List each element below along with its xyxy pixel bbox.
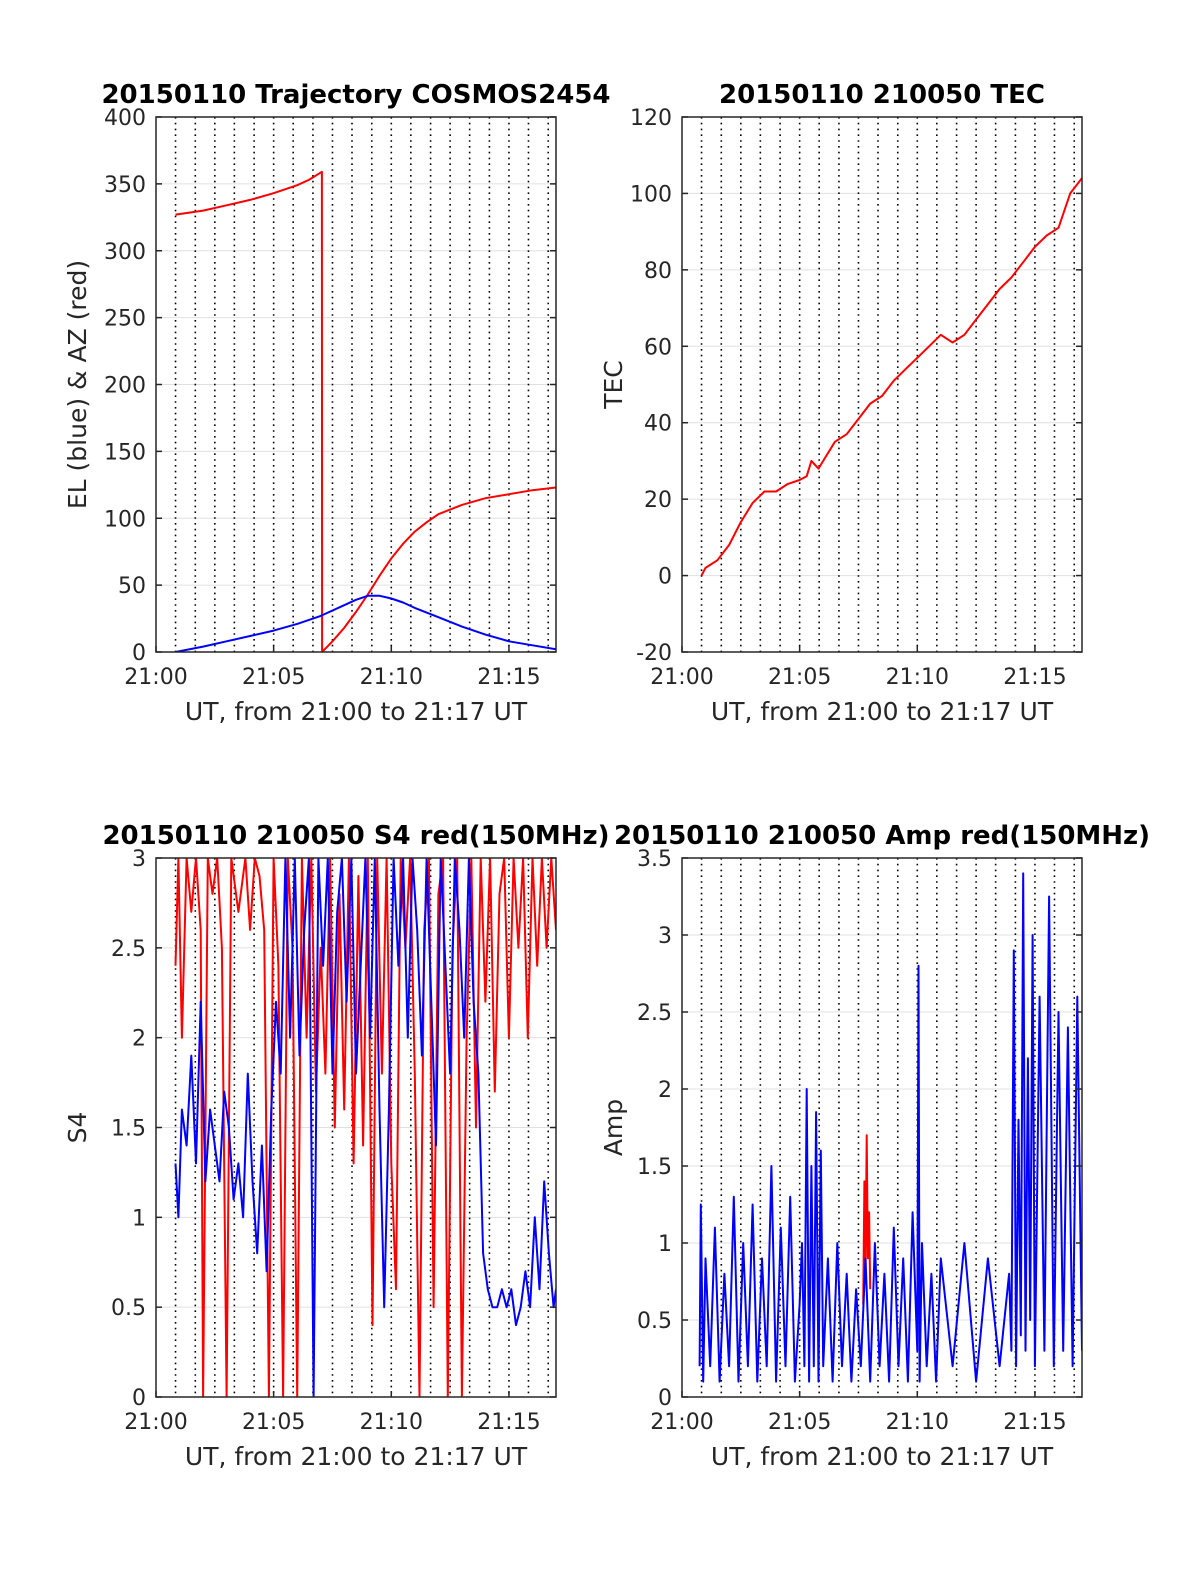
chart-s4: 0 0.5 1 1.5 2 2.5 3 21:00 21:05 21:10 21:15 2015011… bbox=[63, 821, 610, 1471]
y-tick-label: 0 bbox=[658, 565, 672, 590]
x-tick-label: 21:00 bbox=[124, 1410, 187, 1435]
y-tick-label: 0.5 bbox=[111, 1296, 146, 1321]
x-tick-label: 21:05 bbox=[242, 665, 305, 690]
chart-title: 20150110 210050 Amp red(150MHz) bbox=[614, 821, 1150, 851]
y-tick-label: 60 bbox=[644, 335, 672, 360]
x-tick-label: 21:00 bbox=[124, 665, 187, 690]
y-axis-label: Amp bbox=[599, 1099, 628, 1156]
y-tick-label: 50 bbox=[118, 574, 146, 599]
x-axis-label: UT, from 21:00 to 21:17 UT bbox=[185, 1442, 528, 1471]
x-tick-label: 21:15 bbox=[1003, 665, 1066, 690]
x-tick-label: 21:05 bbox=[768, 665, 831, 690]
axes-box bbox=[681, 116, 1083, 653]
y-tick-label: 200 bbox=[104, 374, 146, 399]
y-tick-label: 3 bbox=[132, 847, 146, 872]
y-axis-label: EL (blue) & AZ (red) bbox=[63, 260, 92, 509]
series-line-blue bbox=[175, 594, 556, 652]
y-tick-label: 40 bbox=[644, 412, 672, 437]
y-tick-label: 300 bbox=[104, 240, 146, 265]
x-tick-label: 21:10 bbox=[886, 665, 949, 690]
series-line-blue bbox=[174, 858, 556, 1397]
y-tick-label: 0 bbox=[658, 1386, 672, 1411]
x-tick-label: 21:15 bbox=[477, 1410, 540, 1435]
x-axis-label: UT, from 21:00 to 21:17 UT bbox=[185, 697, 528, 726]
x-tick-label: 21:00 bbox=[650, 1410, 713, 1435]
series-line-red bbox=[175, 170, 556, 652]
x-axis-label: UT, from 21:00 to 21:17 UT bbox=[711, 1442, 1054, 1471]
series-line-red bbox=[862, 1134, 872, 1305]
y-tick-label: 1 bbox=[132, 1206, 146, 1231]
y-tick-label: 2.5 bbox=[637, 1001, 672, 1026]
y-tick-label: 0 bbox=[132, 641, 146, 666]
chart-tec: -20 0 20 40 60 80 100 120 21:00 21:05 21:10 21:15 20… bbox=[599, 80, 1083, 726]
series-group bbox=[698, 872, 1082, 1383]
y-tick-label: 2 bbox=[132, 1027, 146, 1052]
y-tick-label: 250 bbox=[104, 307, 146, 332]
y-tick-label: -20 bbox=[636, 641, 672, 666]
series-line-red bbox=[174, 858, 556, 1397]
series-line-red bbox=[700, 177, 1082, 577]
series-group bbox=[700, 177, 1082, 577]
x-tick-label: 21:05 bbox=[242, 1410, 305, 1435]
y-tick-label: 3 bbox=[658, 924, 672, 949]
y-tick-label: 0.5 bbox=[637, 1309, 672, 1334]
y-tick-label: 100 bbox=[104, 507, 146, 532]
y-tick-label: 2.5 bbox=[111, 937, 146, 962]
y-tick-label: 350 bbox=[104, 173, 146, 198]
y-tick-label: 80 bbox=[644, 259, 672, 284]
x-tick-label: 21:10 bbox=[360, 1410, 423, 1435]
y-axis-label: TEC bbox=[599, 360, 628, 410]
y-tick-label: 120 bbox=[630, 106, 672, 131]
chart-amp: 0 0.5 1 1.5 2 2.5 3 3.5 21:00 21:05 21:10 21:15 2015… bbox=[599, 821, 1150, 1471]
y-tick-label: 1.5 bbox=[111, 1117, 146, 1142]
x-tick-label: 21:15 bbox=[477, 665, 540, 690]
y-tick-label: 2 bbox=[658, 1078, 672, 1103]
y-tick-label: 3.5 bbox=[637, 847, 672, 872]
series-group bbox=[174, 858, 556, 1397]
x-tick-label: 21:10 bbox=[886, 1410, 949, 1435]
axes-box bbox=[681, 857, 1083, 1398]
x-tick-label: 21:10 bbox=[360, 665, 423, 690]
chart-title: 20150110 210050 S4 red(150MHz) bbox=[102, 821, 609, 851]
y-tick-label: 150 bbox=[104, 440, 146, 465]
series-line-blue bbox=[698, 872, 1082, 1383]
series-group bbox=[175, 170, 556, 652]
x-tick-label: 21:15 bbox=[1003, 1410, 1066, 1435]
x-tick-label: 21:05 bbox=[768, 1410, 831, 1435]
y-tick-label: 400 bbox=[104, 106, 146, 131]
chart-title: 20150110 210050 TEC bbox=[719, 80, 1045, 110]
x-tick-label: 21:00 bbox=[650, 665, 713, 690]
chart-trajectory: 0 50 100 150 200 250 300 350 400 21:00 21:05 21:10 2… bbox=[63, 80, 611, 726]
y-tick-label: 20 bbox=[644, 488, 672, 513]
y-axis-label: S4 bbox=[63, 1112, 92, 1144]
y-tick-label: 1 bbox=[658, 1232, 672, 1257]
chart-title: 20150110 Trajectory COSMOS2454 bbox=[101, 80, 610, 110]
x-axis-label: UT, from 21:00 to 21:17 UT bbox=[711, 697, 1054, 726]
y-tick-label: 100 bbox=[630, 182, 672, 207]
y-tick-label: 1.5 bbox=[637, 1155, 672, 1180]
y-tick-label: 0 bbox=[132, 1386, 146, 1411]
